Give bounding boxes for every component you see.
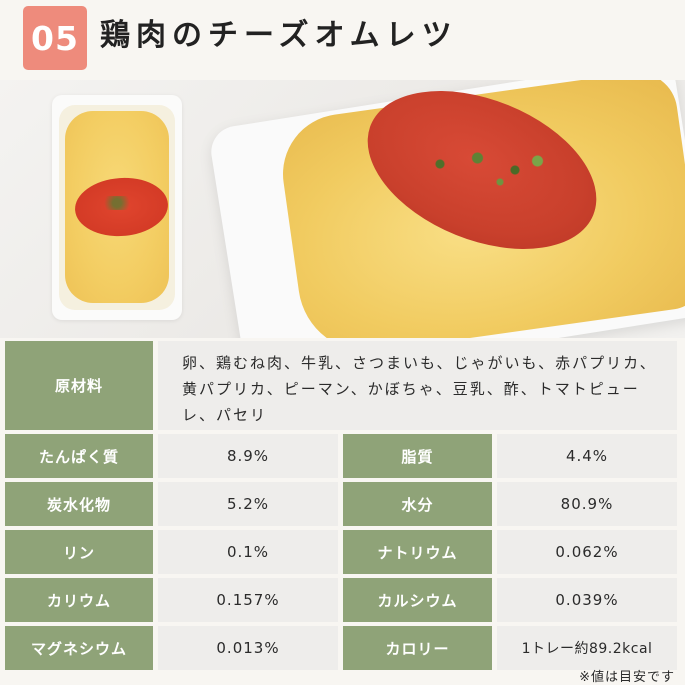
tray-packaged-omelet-photo [52,95,182,320]
nutrition-label-phosphorus: リン [5,530,153,574]
nutrition-label-calories: カロリー [343,626,492,670]
nutrition-value-calories: 1トレー約89.2kcal [497,626,677,670]
tray-inner [59,105,175,310]
nutrition-value-protein: 8.9% [158,434,338,478]
nutrition-label-calcium: カルシウム [343,578,492,622]
nutrition-label-sodium: ナトリウム [343,530,492,574]
parsley-small [97,196,137,210]
nutrition-label-protein: たんぱく質 [5,434,153,478]
nutrition-label-carbohydrate: 炭水化物 [5,482,153,526]
nutrition-value-fat: 4.4% [497,434,677,478]
nutrition-label-magnesium: マグネシウム [5,626,153,670]
nutrition-value-sodium: 0.062% [497,530,677,574]
nutrition-label-potassium: カリウム [5,578,153,622]
ingredients-value: 卵、鶏むね肉、牛乳、さつまいも、じゃがいも、赤パプリカ、黄パプリカ、ピーマン、か… [158,341,677,430]
nutrition-value-magnesium: 0.013% [158,626,338,670]
nutrition-value-carbohydrate: 5.2% [158,482,338,526]
nutrition-value-phosphorus: 0.1% [158,530,338,574]
disclaimer-note: ※値は目安です [579,670,675,685]
nutrition-value-potassium: 0.157% [158,578,338,622]
nutrition-value-moisture: 80.9% [497,482,677,526]
omelet-small [65,111,170,303]
header: 05 鶏肉のチーズオムレツ [0,0,685,80]
nutrition-label-fat: 脂質 [343,434,492,478]
item-number-badge: 05 [23,6,87,70]
parsley-big [410,140,560,200]
nutrition-value-calcium: 0.039% [497,578,677,622]
ingredients-label: 原材料 [5,341,153,430]
page-title: 鶏肉のチーズオムレツ [100,18,458,53]
product-photo-area [0,80,685,338]
nutrition-label-moisture: 水分 [343,482,492,526]
